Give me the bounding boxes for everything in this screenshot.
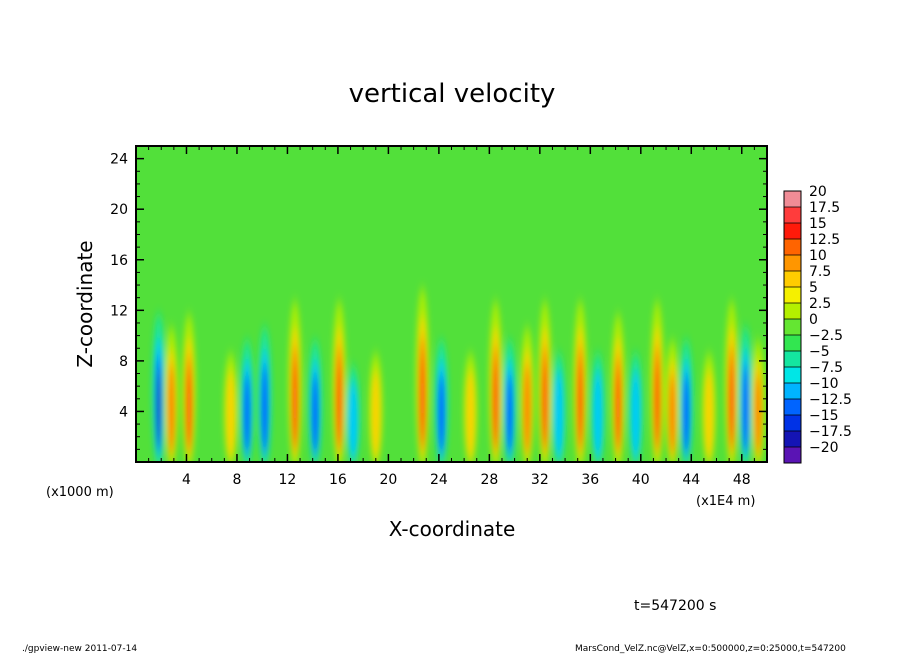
x-tick-label: 28 <box>480 472 498 488</box>
y-axis-ticks: 4 8 12 16 20 24 <box>110 152 767 450</box>
footer-right-note: MarsCond_VelZ.nc@VelZ,x=0:500000,z=0:250… <box>575 644 846 654</box>
y-tick-label: 16 <box>110 253 128 269</box>
colorbar-swatch <box>784 367 801 384</box>
y-tick-label: 20 <box>110 202 128 218</box>
heatmap-cell <box>729 360 734 446</box>
time-label: t=547200 s <box>634 598 716 614</box>
x-tick-label: 8 <box>232 472 241 488</box>
heatmap-cell <box>506 373 513 456</box>
heatmap-cell <box>168 363 175 455</box>
x-tick-label: 4 <box>182 472 191 488</box>
colorbar-swatch <box>784 447 801 464</box>
heatmap-cell <box>593 370 603 459</box>
x-axis-ticks: 4 8 12 16 20 24 28 32 36 40 44 48 <box>148 146 755 488</box>
heatmap-cell <box>293 360 298 446</box>
y-tick-label: 12 <box>110 303 128 319</box>
heatmap-cell <box>244 373 251 456</box>
x-tick-label: 40 <box>632 472 650 488</box>
colorbar-label: 2.5 <box>809 296 831 312</box>
heatmap-cell <box>348 381 358 460</box>
colorbar-swatch <box>784 191 801 208</box>
colorbar: 2017.51512.5107.552.50−2.5−5−7.5−10−12.5… <box>783 184 852 464</box>
x-tick-label: 12 <box>279 472 297 488</box>
heatmap-cell <box>631 370 641 459</box>
colorbar-swatch <box>784 223 801 240</box>
colorbar-swatch <box>784 335 801 352</box>
x-tick-label: 44 <box>682 472 700 488</box>
colorbar-swatch <box>784 383 801 400</box>
heatmap-cell <box>578 360 583 446</box>
heatmap-cell <box>554 370 564 459</box>
colorbar-label: −7.5 <box>809 360 843 376</box>
colorbar-label: 5 <box>809 280 818 296</box>
colorbar-swatch <box>784 239 801 256</box>
heatmap-cell <box>616 369 621 447</box>
chart-title: vertical velocity <box>349 79 556 109</box>
heatmap-cell <box>337 360 342 446</box>
colorbar-label: 10 <box>809 248 827 264</box>
colorbar-label: −2.5 <box>809 328 843 344</box>
x-tick-label: 48 <box>733 472 751 488</box>
heatmap-cell <box>371 370 381 459</box>
footer-left-note: ./gpview-new 2011-07-14 <box>22 644 137 654</box>
y-axis-label: Z-coordinate <box>73 240 97 367</box>
heatmap-cell <box>438 373 445 456</box>
colorbar-label: −12.5 <box>809 392 852 408</box>
colorbar-label: 12.5 <box>809 232 840 248</box>
colorbar-label: 17.5 <box>809 200 840 216</box>
plot-area <box>136 146 767 462</box>
heatmap-cell <box>742 363 749 455</box>
colorbar-label: −20 <box>809 440 839 456</box>
heatmap-cell <box>187 369 192 447</box>
colorbar-swatch <box>784 319 801 336</box>
x-tick-label: 24 <box>430 472 448 488</box>
x-tick-label: 20 <box>379 472 397 488</box>
heatmap-cell <box>465 370 475 459</box>
colorbar-swatch <box>784 271 801 288</box>
colorbar-label: −17.5 <box>809 424 852 440</box>
colorbar-label: 15 <box>809 216 827 232</box>
x-unit-left: (x1000 m) <box>46 485 114 500</box>
colorbar-swatch <box>784 287 801 304</box>
y-tick-label: 8 <box>119 354 128 370</box>
heatmap-cell <box>683 373 690 456</box>
colorbar-swatch <box>784 255 801 272</box>
colorbar-label: −15 <box>809 408 839 424</box>
colorbar-swatch <box>784 351 801 368</box>
x-tick-label: 36 <box>581 472 599 488</box>
y-tick-label: 4 <box>119 404 128 420</box>
heatmap-cell <box>156 369 161 447</box>
y-tick-label: 24 <box>110 152 128 168</box>
x-tick-label: 32 <box>531 472 549 488</box>
heatmap-cell <box>655 360 660 446</box>
x-tick-label: 16 <box>329 472 347 488</box>
heatmap-cell <box>226 370 236 459</box>
heatmap-cell <box>493 360 498 446</box>
colorbar-swatch <box>784 207 801 224</box>
x-axis-label: X-coordinate <box>389 517 516 541</box>
heatmap-cell <box>261 363 268 455</box>
colorbar-label: 0 <box>809 312 818 328</box>
colorbar-swatch <box>784 303 801 320</box>
heatmap-cell <box>542 360 547 446</box>
colorbar-label: 7.5 <box>809 264 831 280</box>
colorbar-label: −10 <box>809 376 839 392</box>
heatmap-cell <box>669 373 676 456</box>
heatmap-cell <box>312 373 319 456</box>
colorbar-swatch <box>784 399 801 416</box>
heatmap-cell <box>755 373 762 456</box>
x-unit-right: (x1E4 m) <box>696 494 755 509</box>
colorbar-swatch <box>784 431 801 448</box>
colorbar-label: 20 <box>809 184 827 200</box>
heatmap-cell <box>420 352 425 444</box>
colorbar-label: −5 <box>809 344 830 360</box>
heatmap-cell <box>524 363 531 455</box>
heatmap-cell <box>704 370 714 459</box>
colorbar-swatch <box>784 415 801 432</box>
